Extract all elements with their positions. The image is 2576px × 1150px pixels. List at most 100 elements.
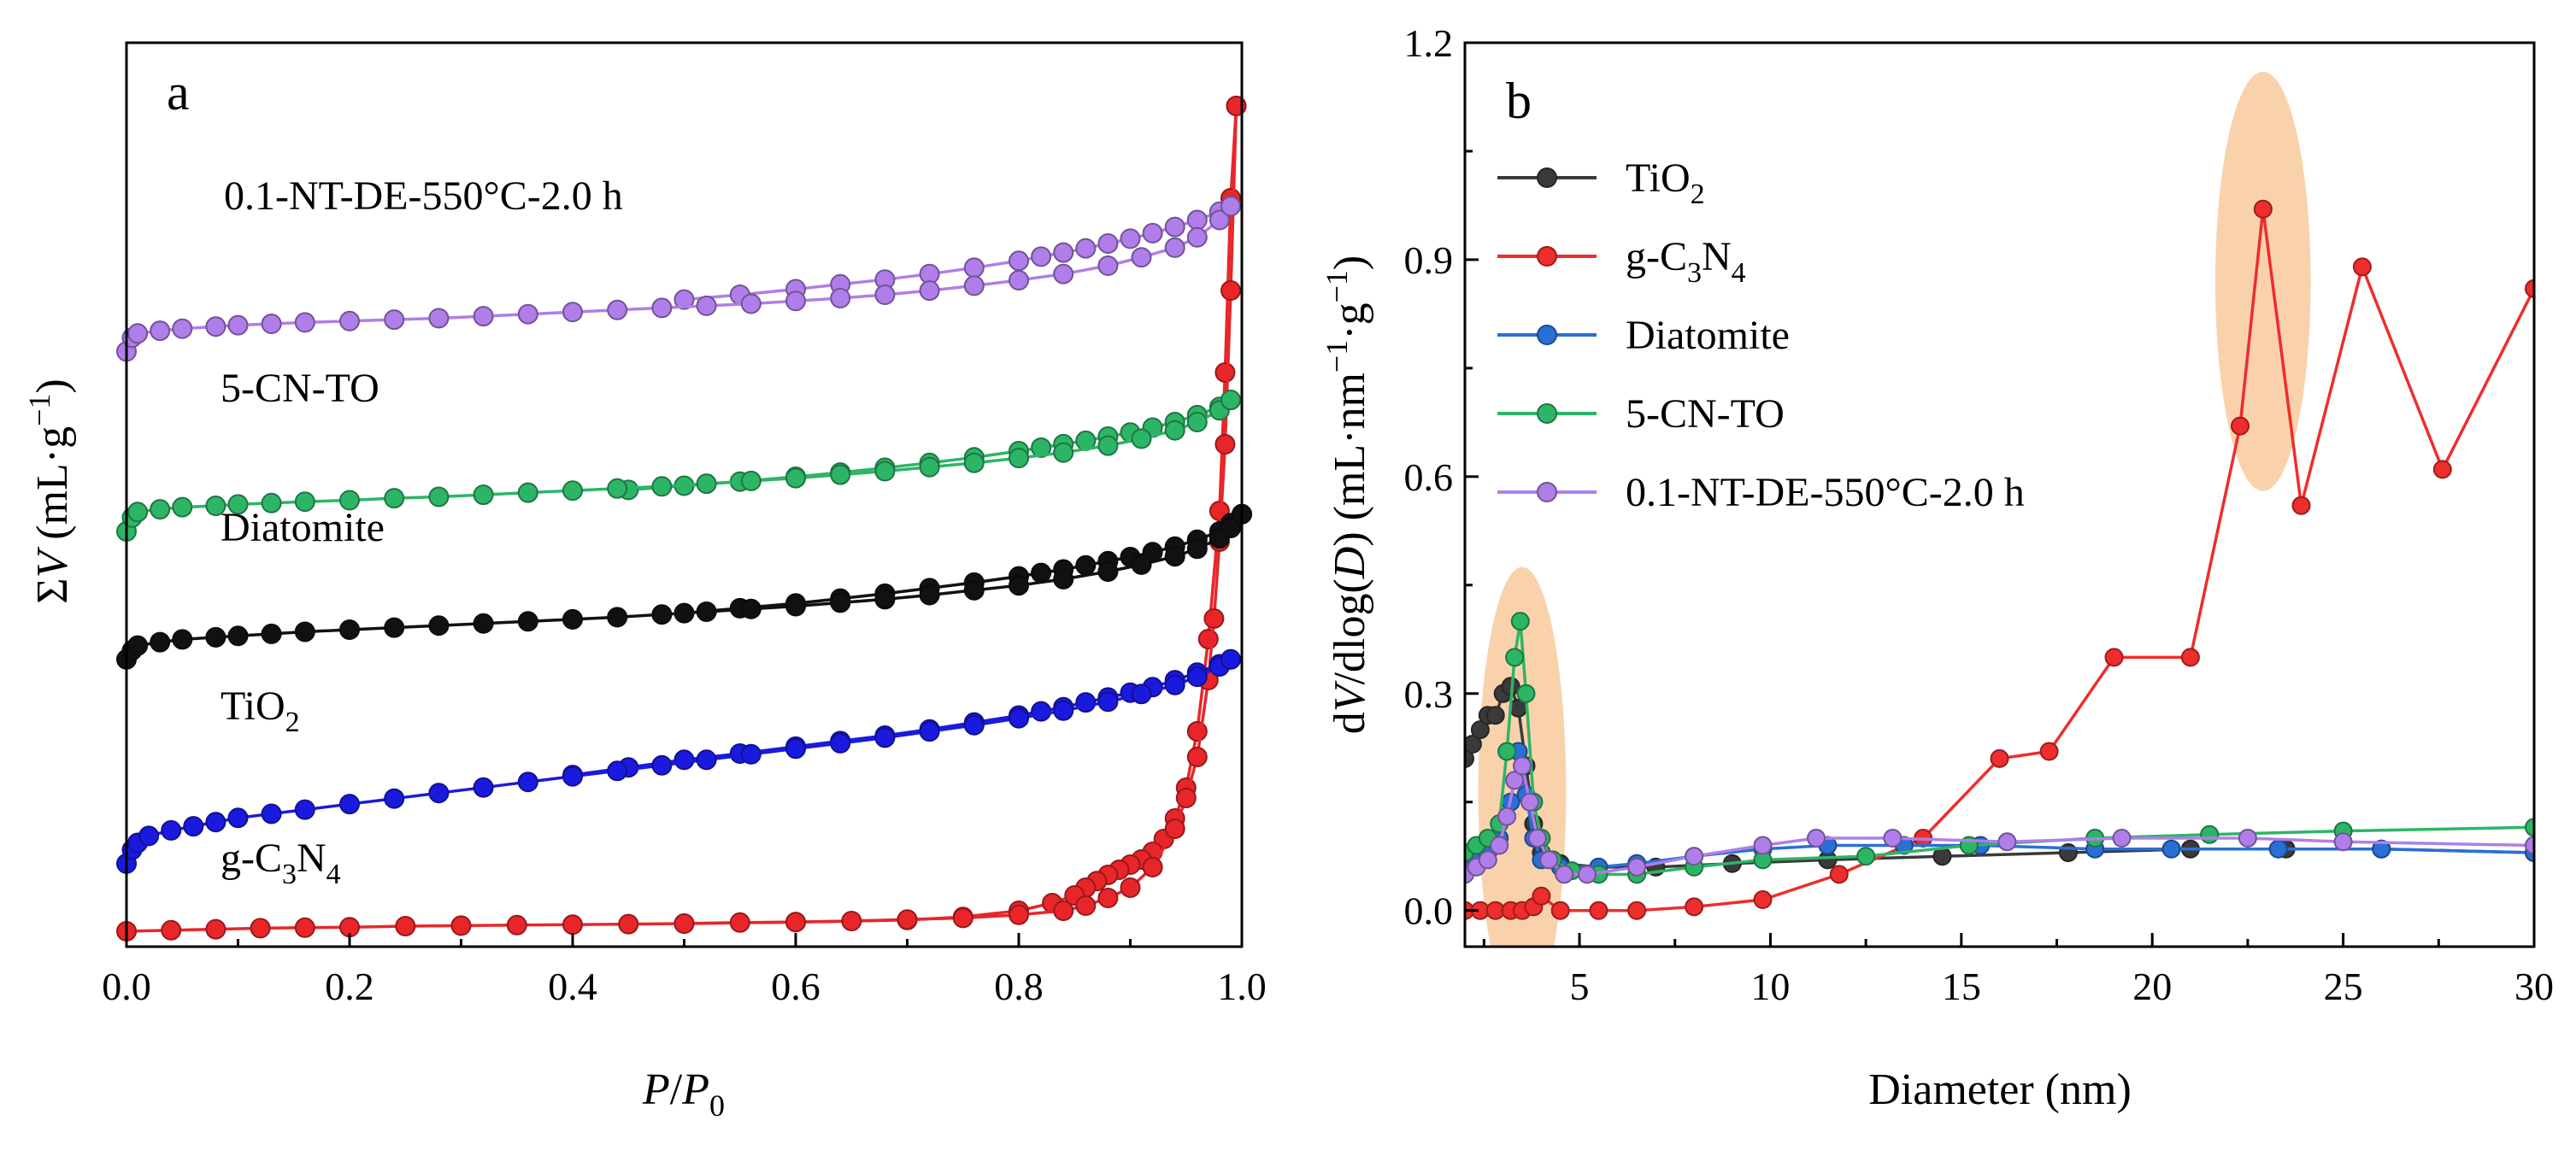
panel-a-point-g-c3n4-desorption <box>1186 721 1208 742</box>
panel-b-x-axis-title: Diameter (nm) <box>1868 1065 2132 1114</box>
panel-a-point-g-c3n4-adsorption <box>1053 901 1074 921</box>
panel-a-point-tio2-adsorption <box>227 807 249 829</box>
panel-a-point-diatomite-adsorption <box>227 625 249 647</box>
panel-a-point-5-cn-to-adsorption <box>1220 390 1241 411</box>
panel-b-point-g-c3n4 <box>1829 865 1849 884</box>
panel-b-point-0-1-nt-de-550-c-2-0-h <box>1497 807 1517 826</box>
panel-a-point-5-cn-to-adsorption <box>651 476 673 497</box>
panel-a-letter: a <box>167 64 190 120</box>
panel-b-point-5-cn-to <box>2525 818 2534 837</box>
panel-a-point-tio2-adsorption <box>874 727 896 748</box>
panel-b: 5 10 15 20 25 30 0.0 0.3 0.6 0.9 1.2 b TiO2 g-C3N4 D… <box>1320 21 2554 1114</box>
panel-a-point-g-c3n4-adsorption <box>1186 747 1208 767</box>
panel-a-point-0-1-nt-de-550-c-2-0-h-adsorption <box>651 297 673 319</box>
panel-b-x-tick-label: 15 <box>1942 965 1981 1008</box>
panel-a-point-diatomite-adsorption <box>1220 518 1241 538</box>
panel-a-point-tio2-adsorption <box>963 714 985 736</box>
panel-a: 0.0 0.2 0.4 0.6 0.8 1.0 a 0.1-NT-DE-550°C-2.0… <box>22 41 1267 1123</box>
panel-a-point-g-c3n4-adsorption <box>952 907 973 929</box>
panel-a-point-g-c3n4-adsorption <box>729 912 750 933</box>
panel-a-point-diatomite-adsorption <box>1009 575 1029 596</box>
panel-b-y-axis-title: dV/dlog(D) (mL·nm−1·g−1) <box>1320 255 1374 734</box>
panel-a-y-axis-title: ΣV (mL·g−1) <box>22 378 77 604</box>
panel-a-x-tick-label: 1.0 <box>1217 965 1267 1008</box>
panel-a-point-0-1-nt-de-550-c-2-0-h-adsorption <box>874 285 896 305</box>
panel-a-point-tio2-adsorption <box>785 738 806 760</box>
panel-b-point-5-cn-to <box>1510 612 1530 631</box>
panel-a-point-diatomite-adsorption <box>1097 561 1119 582</box>
panel-b-frame <box>1463 41 2536 948</box>
panel-b-point-g-c3n4 <box>1685 897 1704 917</box>
panel-b-point-g-c3n4 <box>2432 460 2452 479</box>
panel-a-x-tick-label: 0.0 <box>102 965 151 1008</box>
panel-b-y-tick-label: 0.0 <box>1404 889 1454 933</box>
panel-a-point-0-1-nt-de-550-c-2-0-h-adsorption <box>696 295 717 316</box>
panel-a-point-tio2-adsorption <box>1220 648 1241 670</box>
panel-b-axis-ticks: 5 10 15 20 25 30 0.0 0.3 0.6 0.9 1.2 <box>1404 21 2555 1008</box>
panel-a-point-5-cn-to-adsorption <box>205 496 226 516</box>
panel-a-point-diatomite-adsorption <box>517 611 538 632</box>
panel-a-point-g-c3n4-adsorption <box>1164 818 1185 839</box>
panel-a-point-diatomite-adsorption <box>874 589 896 610</box>
panel-a-point-0-1-nt-de-550-c-2-0-h-desorption <box>1097 233 1119 254</box>
panel-b-point-0-1-nt-de-550-c-2-0-h <box>1505 771 1525 790</box>
panel-a-point-diatomite-adsorption <box>919 584 940 606</box>
panel-b-point-g-c3n4 <box>2525 279 2534 298</box>
panel-a-point-diatomite-adsorption <box>384 617 405 638</box>
panel-a-point-diatomite-adsorption <box>963 579 985 601</box>
panel-a-point-0-1-nt-de-550-c-2-0-h-desorption <box>673 289 695 310</box>
panel-a-point-tio2-desorption <box>1031 701 1052 722</box>
panel-a-point-5-cn-to-adsorption <box>1009 448 1029 469</box>
panel-b-point-0-1-nt-de-550-c-2-0-h <box>1578 865 1597 884</box>
panel-b-y-tick-label: 0.9 <box>1404 238 1454 282</box>
panel-a-x-tick-label: 0.4 <box>548 965 597 1008</box>
panel-b-y-tick-label: 0.3 <box>1404 672 1454 716</box>
panel-b-point-5-cn-to <box>1516 684 1536 703</box>
panel-a-point-diatomite-adsorption <box>294 621 315 642</box>
panel-a-point-0-1-nt-de-550-c-2-0-h-desorption <box>1031 246 1052 267</box>
panel-b-letter: b <box>1506 73 1532 129</box>
panel-a-point-0-1-nt-de-550-c-2-0-h-desorption <box>1142 222 1163 243</box>
panel-a-point-tio2-adsorption <box>919 721 940 742</box>
panel-b-x-tick-label: 30 <box>2514 965 2554 1008</box>
panel-a-point-g-c3n4-adsorption <box>1009 904 1029 925</box>
panel-a-point-0-1-nt-de-550-c-2-0-h-adsorption <box>127 323 149 344</box>
panel-a-point-5-cn-to-adsorption <box>696 473 717 495</box>
panel-b-point-g-c3n4 <box>1990 748 2009 768</box>
panel-a-point-diatomite-adsorption <box>562 608 583 630</box>
panel-a-point-0-1-nt-de-550-c-2-0-h-adsorption <box>1220 196 1241 217</box>
panel-a-point-0-1-nt-de-550-c-2-0-h-adsorption <box>1164 237 1185 258</box>
panel-a-point-g-c3n4-adsorption <box>1097 888 1119 908</box>
panel-a-x-tick-label: 0.8 <box>994 965 1044 1008</box>
panel-b-point-g-c3n4 <box>1550 901 1570 920</box>
panel-a-point-5-cn-to-adsorption <box>1186 412 1208 432</box>
panel-b-point-g-c3n4 <box>2253 199 2273 219</box>
panel-b-point-0-1-nt-de-550-c-2-0-h <box>1513 756 1532 776</box>
panel-a-point-5-cn-to-adsorption <box>150 499 171 520</box>
panel-a-point-5-cn-to-adsorption <box>607 478 628 499</box>
panel-b-point-0-1-nt-de-550-c-2-0-h <box>1753 836 1773 855</box>
panel-b-y-tick-label: 0.6 <box>1404 455 1454 499</box>
panel-a-point-diatomite-adsorption <box>1164 546 1185 567</box>
panel-b-point-g-c3n4 <box>2231 416 2250 436</box>
panel-a-point-5-cn-to-adsorption <box>227 494 249 515</box>
panel-a-point-g-c3n4-adsorption <box>1220 280 1241 301</box>
panel-a-point-5-cn-to-adsorption <box>517 482 538 503</box>
panel-a-point-0-1-nt-de-550-c-2-0-h-desorption <box>1053 242 1074 263</box>
panel-a-point-tio2-adsorption <box>1131 684 1152 705</box>
panel-a-point-g-c3n4-adsorption <box>785 912 806 933</box>
panel-a-point-diatomite-adsorption <box>1186 538 1208 560</box>
panel-a-x-ticks: 0.0 0.2 0.4 0.6 0.8 1.0 <box>102 933 1267 1008</box>
panel-b-point-0-1-nt-de-550-c-2-0-h <box>1539 850 1559 870</box>
panel-a-point-0-1-nt-de-550-c-2-0-h-adsorption <box>963 275 985 296</box>
panel-a-point-5-cn-to-adsorption <box>1053 442 1074 463</box>
panel-a-point-diatomite-adsorption <box>150 631 171 653</box>
panel-a-point-5-cn-to-adsorption <box>963 452 985 473</box>
panel-a-point-0-1-nt-de-550-c-2-0-h-adsorption <box>740 293 762 314</box>
panel-a-point-tio2-adsorption <box>1097 691 1119 713</box>
panel-a-point-tio2-adsorption <box>473 777 494 798</box>
panel-a-point-diatomite-adsorption <box>607 607 628 628</box>
panel-b-point-g-c3n4 <box>1589 901 1609 920</box>
panel-a-point-tio2-adsorption <box>562 766 583 787</box>
panel-a-x-tick-label: 0.2 <box>325 965 374 1008</box>
